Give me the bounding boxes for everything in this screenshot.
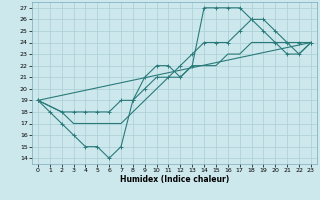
X-axis label: Humidex (Indice chaleur): Humidex (Indice chaleur) <box>120 175 229 184</box>
